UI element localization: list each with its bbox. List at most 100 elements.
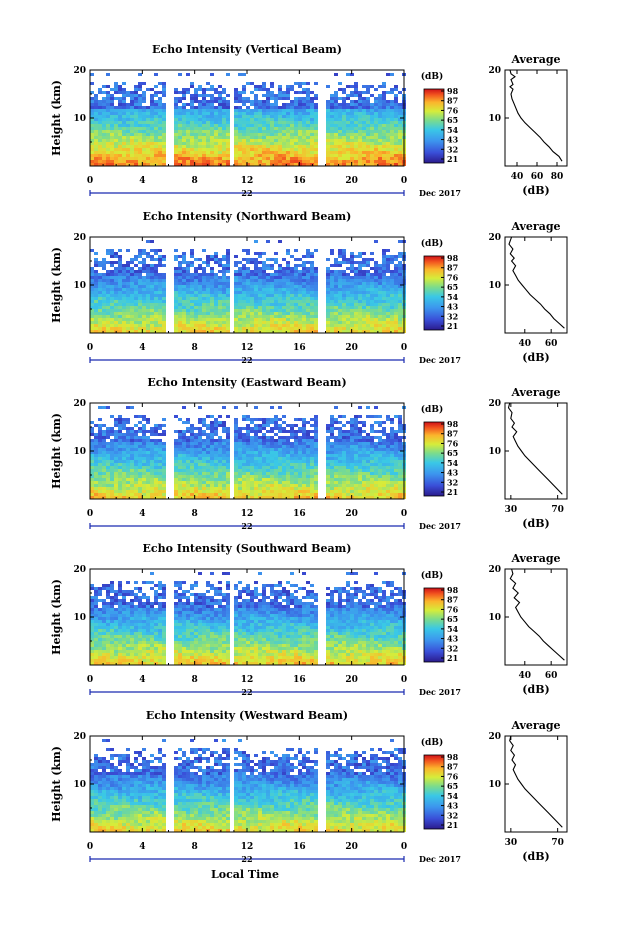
heatmap-cell bbox=[146, 267, 150, 270]
heatmap-cell bbox=[122, 82, 126, 85]
heatmap-cell bbox=[206, 315, 210, 318]
heatmap-cell bbox=[378, 106, 382, 109]
heatmap-cell bbox=[118, 91, 122, 94]
heatmap-cell bbox=[94, 264, 98, 267]
heatmap-cell bbox=[206, 264, 210, 267]
heatmap-cell bbox=[390, 273, 394, 276]
heatmap-cell bbox=[106, 451, 110, 454]
heatmap-cell bbox=[222, 264, 226, 267]
heatmap-cell bbox=[126, 454, 130, 457]
heatmap-cell bbox=[366, 106, 370, 109]
heatmap-cell bbox=[326, 303, 330, 306]
heatmap-cell bbox=[210, 267, 214, 270]
heatmap-cell bbox=[270, 303, 274, 306]
heatmap-cell bbox=[310, 142, 314, 145]
heatmap-cell bbox=[382, 309, 386, 312]
heatmap-cell bbox=[186, 73, 190, 76]
heatmap-cell bbox=[386, 300, 390, 303]
heatmap-cell bbox=[190, 321, 194, 324]
heatmap-cell bbox=[130, 91, 134, 94]
heatmap-cell bbox=[382, 321, 386, 324]
heatmap-cell bbox=[214, 430, 218, 433]
heatmap-cell bbox=[98, 418, 102, 421]
heatmap-cell bbox=[98, 285, 102, 288]
heatmap-cell bbox=[98, 139, 102, 142]
heatmap-cell bbox=[270, 124, 274, 127]
heatmap-cell bbox=[90, 493, 94, 496]
heatmap-cell bbox=[278, 406, 282, 409]
heatmap-cell bbox=[218, 261, 222, 264]
heatmap-cell bbox=[234, 303, 238, 306]
heatmap-cell bbox=[306, 112, 310, 115]
heatmap-cell bbox=[222, 291, 226, 294]
heatmap-cell bbox=[370, 297, 374, 300]
heatmap-cell bbox=[366, 309, 370, 312]
heatmap-cell bbox=[158, 475, 162, 478]
heatmap-cell bbox=[142, 94, 146, 97]
heatmap-cell bbox=[190, 255, 194, 258]
heatmap-cell bbox=[278, 130, 282, 133]
heatmap-cell bbox=[390, 91, 394, 94]
heatmap-cell bbox=[358, 103, 362, 106]
heatmap-cell bbox=[142, 154, 146, 157]
heatmap-cell bbox=[386, 130, 390, 133]
heatmap-cell bbox=[362, 118, 366, 121]
heatmap-cell bbox=[94, 315, 98, 318]
heatmap-cell bbox=[130, 282, 134, 285]
heatmap-cell bbox=[218, 151, 222, 154]
heatmap-cell bbox=[386, 100, 390, 103]
heatmap-cell bbox=[334, 276, 338, 279]
heatmap-cell bbox=[214, 157, 218, 160]
heatmap-cell bbox=[158, 118, 162, 121]
heatmap-cell bbox=[258, 294, 262, 297]
heatmap-cell bbox=[122, 88, 126, 91]
heatmap-cell bbox=[398, 91, 402, 94]
heatmap-cell bbox=[362, 261, 366, 264]
heatmap-cell bbox=[202, 130, 206, 133]
heatmap-cell bbox=[202, 127, 206, 130]
heatmap-cell bbox=[314, 276, 318, 279]
heatmap-cell bbox=[90, 321, 94, 324]
heatmap-cell bbox=[90, 103, 94, 106]
heatmap-cell bbox=[198, 490, 202, 493]
heatmap-cell bbox=[110, 451, 114, 454]
heatmap-cell bbox=[186, 466, 190, 469]
heatmap-cell bbox=[214, 303, 218, 306]
heatmap-cell bbox=[102, 100, 106, 103]
heatmap-cell bbox=[306, 255, 310, 258]
heatmap-cell bbox=[238, 430, 242, 433]
heatmap-cell bbox=[382, 258, 386, 261]
heatmap-cell bbox=[222, 318, 226, 321]
heatmap-cell bbox=[150, 100, 154, 103]
heatmap-cell bbox=[94, 94, 98, 97]
heatmap-cell bbox=[178, 327, 182, 330]
heatmap-cell bbox=[370, 276, 374, 279]
heatmap-cell bbox=[178, 73, 182, 76]
heatmap-cell bbox=[162, 279, 166, 282]
heatmap-cell bbox=[194, 157, 198, 160]
heatmap-cell bbox=[222, 124, 226, 127]
heatmap-cell bbox=[310, 291, 314, 294]
heatmap-cell bbox=[286, 252, 290, 255]
heatmap-cell bbox=[278, 118, 282, 121]
heatmap-cell bbox=[246, 258, 250, 261]
heatmap-cell bbox=[182, 91, 186, 94]
heatmap-cell bbox=[242, 312, 246, 315]
heatmap-cell bbox=[314, 282, 318, 285]
heatmap-cell bbox=[246, 424, 250, 427]
heatmap-cell bbox=[138, 285, 142, 288]
heatmap-cell bbox=[394, 291, 398, 294]
heatmap-cell bbox=[202, 472, 206, 475]
heatmap-cell bbox=[130, 136, 134, 139]
heatmap-cell bbox=[98, 306, 102, 309]
heatmap-cell bbox=[146, 430, 150, 433]
heatmap-cell bbox=[286, 118, 290, 121]
heatmap-cell bbox=[162, 418, 166, 421]
heatmap-cell bbox=[214, 279, 218, 282]
heatmap-cell bbox=[174, 294, 178, 297]
heatmap-cell bbox=[250, 484, 254, 487]
heatmap-cell bbox=[286, 294, 290, 297]
heatmap-cell bbox=[94, 279, 98, 282]
heatmap-cell bbox=[142, 318, 146, 321]
heatmap-cell bbox=[162, 430, 166, 433]
